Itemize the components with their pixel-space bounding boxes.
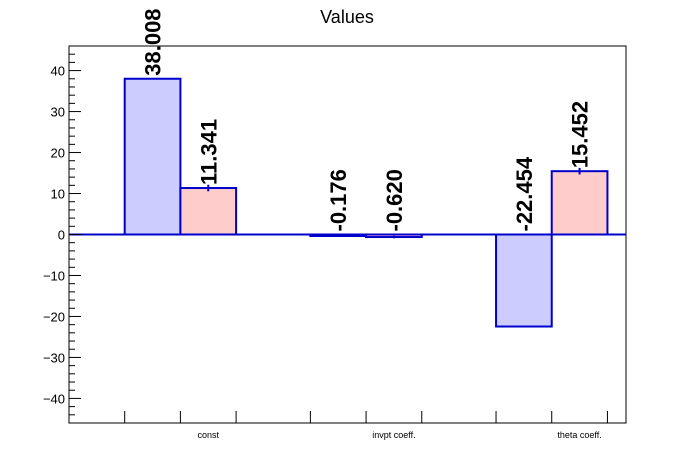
value-labels-group: 38.008 -0.176 -22.454 11.341 -0.620 15.452 — [141, 8, 593, 231]
value-label-s1-2: -22.454 — [512, 156, 537, 231]
category-label: theta coeff. — [557, 430, 601, 440]
bar-s2-0 — [179, 187, 238, 236]
category-label: invpt coeff. — [372, 430, 415, 440]
y-tick-label: 30 — [51, 105, 65, 120]
category-label: const — [197, 430, 219, 440]
y-tick-label: −20 — [43, 309, 65, 324]
chart-title: Values — [320, 7, 374, 27]
y-tick-label: 0 — [58, 228, 65, 243]
value-label-s2-1: -0.620 — [382, 169, 407, 231]
value-label-s2-0: 11.341 — [196, 119, 221, 185]
y-tick-label: −40 — [43, 391, 65, 406]
y-tick-label: 10 — [51, 187, 65, 202]
bar-s1-0 — [123, 77, 182, 236]
axes-group: −40 −30 −20 −10 0 10 20 30 40 const invpt coeff. th… — [43, 53, 608, 440]
y-tick-label: 40 — [51, 64, 65, 79]
value-label-s1-1: -0.176 — [326, 169, 351, 231]
y-tick-label: 20 — [51, 146, 65, 161]
value-label-s1-0: 38.008 — [141, 8, 166, 75]
value-label-s2-2: 15.452 — [568, 101, 593, 168]
y-tick-label: −30 — [43, 350, 65, 365]
bar-s1-2 — [495, 233, 553, 328]
bar-s2-2 — [550, 170, 609, 236]
y-tick-label: −10 — [43, 268, 65, 283]
